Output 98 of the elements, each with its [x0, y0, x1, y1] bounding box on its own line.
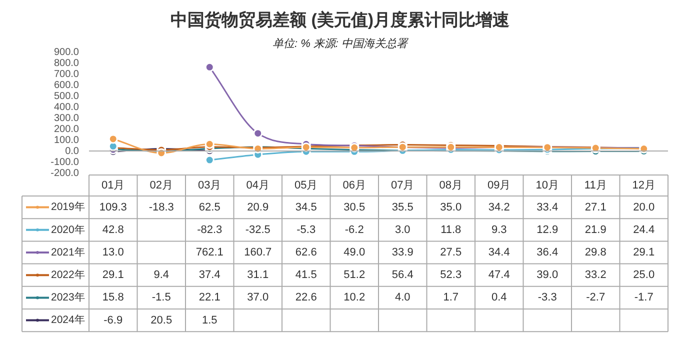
data-label: 22.6	[295, 292, 317, 304]
data-label: 29.8	[584, 246, 606, 259]
data-label: -1.7	[634, 292, 654, 304]
data-label: 10.2	[344, 292, 366, 304]
x-tick-label: 01月	[102, 180, 125, 192]
data-label: 20.9	[247, 201, 269, 214]
data-label: 20.5	[150, 314, 172, 326]
data-label: -6.9	[104, 314, 123, 326]
point	[108, 134, 118, 144]
y-tick-label: 300.0	[54, 112, 80, 124]
data-label: 62.6	[295, 246, 317, 259]
data-label: 11.8	[440, 224, 462, 236]
data-label: -2.7	[586, 292, 606, 304]
y-tick-label: -200.0	[50, 168, 80, 179]
data-label: 762.1	[196, 246, 224, 259]
data-label: 27.5	[440, 246, 462, 259]
data-label: 1.5	[202, 314, 218, 326]
legend-label: 2021年	[51, 246, 86, 258]
y-tick-label: 900.0	[54, 46, 80, 58]
data-label: 25.0	[633, 269, 655, 282]
data-label: 47.4	[488, 269, 510, 282]
chart-title: 中国货物贸易差额 (美元值)月度累计同比增速	[170, 10, 510, 30]
data-label: 52.3	[440, 269, 462, 282]
data-label: 15.8	[102, 292, 124, 304]
legend-label: 2023年	[51, 292, 86, 304]
data-label: 34.5	[295, 201, 317, 214]
y-tick-label: 700.0	[54, 68, 80, 80]
data-label: -3.3	[538, 292, 557, 304]
data-label: -82.3	[197, 224, 222, 236]
x-tick-label: 04月	[246, 180, 270, 192]
data-label: 3.0	[394, 224, 410, 236]
data-label: 31.1	[247, 269, 269, 282]
data-label: 56.4	[392, 269, 414, 282]
data-label: 37.0	[247, 292, 269, 304]
x-tick-label: 05月	[294, 180, 318, 192]
data-label: 62.5	[198, 201, 220, 214]
x-tick-label: 10月	[536, 180, 559, 192]
data-label: 34.4	[488, 246, 510, 259]
data-label: 20.0	[633, 201, 655, 214]
data-label: 33.9	[392, 246, 414, 259]
legend-label: 2019年	[51, 201, 86, 214]
data-label: 0.4	[491, 292, 507, 304]
data-label: 109.3	[99, 201, 127, 214]
y-tick-label: 100.0	[54, 134, 80, 146]
y-tick-label: 400.0	[54, 102, 80, 113]
data-label: 49.0	[344, 246, 366, 259]
data-label: 36.4	[536, 246, 558, 259]
data-label: 27.1	[584, 201, 606, 214]
data-label: 9.3	[491, 224, 507, 236]
legend-label: 2024年	[51, 314, 86, 326]
data-label: 160.7	[244, 246, 272, 259]
y-tick-label: 800.0	[54, 58, 80, 69]
data-label: 22.1	[198, 292, 220, 304]
y-tick-label: 500.0	[54, 90, 80, 102]
data-label: -32.5	[245, 224, 270, 236]
data-label: 30.5	[344, 201, 366, 214]
data-label: 4.0	[394, 292, 410, 304]
data-label: 13.0	[102, 246, 124, 259]
x-tick-label: 02月	[150, 180, 173, 192]
legend-label: 2022年	[51, 268, 86, 281]
data-label: 39.0	[536, 269, 558, 282]
point	[204, 139, 214, 149]
data-label: 51.2	[344, 269, 366, 282]
data-label: -18.3	[148, 201, 174, 214]
data-label: 41.5	[295, 269, 317, 282]
data-label: 29.1	[102, 269, 124, 282]
data-label: 34.2	[488, 201, 510, 214]
data-label: 1.7	[443, 292, 459, 304]
data-label: 35.0	[440, 201, 462, 214]
data-label: 21.9	[584, 224, 606, 236]
data-label: 9.4	[154, 269, 170, 282]
x-tick-label: 06月	[342, 180, 366, 192]
data-label: -1.5	[152, 292, 171, 304]
chart-subtitle: 单位: % 来源: 中国海关总署	[272, 37, 409, 50]
data-label: 42.8	[102, 224, 124, 236]
x-tick-label: 03月	[198, 180, 222, 192]
y-tick-label: 600.0	[54, 80, 80, 91]
x-tick-label: 11月	[584, 180, 607, 192]
x-tick-label: 09月	[488, 180, 511, 192]
point	[253, 128, 263, 138]
y-tick-label: -100.0	[50, 156, 80, 168]
data-label: 29.1	[633, 246, 655, 259]
y-tick-label: 200.0	[54, 124, 80, 135]
x-tick-label: 08月	[439, 180, 462, 192]
point	[204, 62, 214, 72]
x-tick-label: 07月	[391, 180, 414, 192]
data-label: 33.2	[584, 269, 606, 282]
data-label: -6.2	[344, 224, 364, 236]
data-label: 24.4	[633, 224, 655, 236]
data-label: 37.4	[198, 269, 220, 282]
y-tick-label: 0.0	[65, 146, 80, 157]
x-tick-label: 12月	[632, 180, 656, 192]
legend-label: 2020年	[51, 224, 86, 236]
point	[204, 155, 214, 165]
data-label: 33.4	[536, 201, 558, 214]
data-label: -5.3	[296, 224, 316, 236]
data-label: 12.9	[536, 224, 558, 236]
data-label: 35.5	[392, 201, 414, 214]
